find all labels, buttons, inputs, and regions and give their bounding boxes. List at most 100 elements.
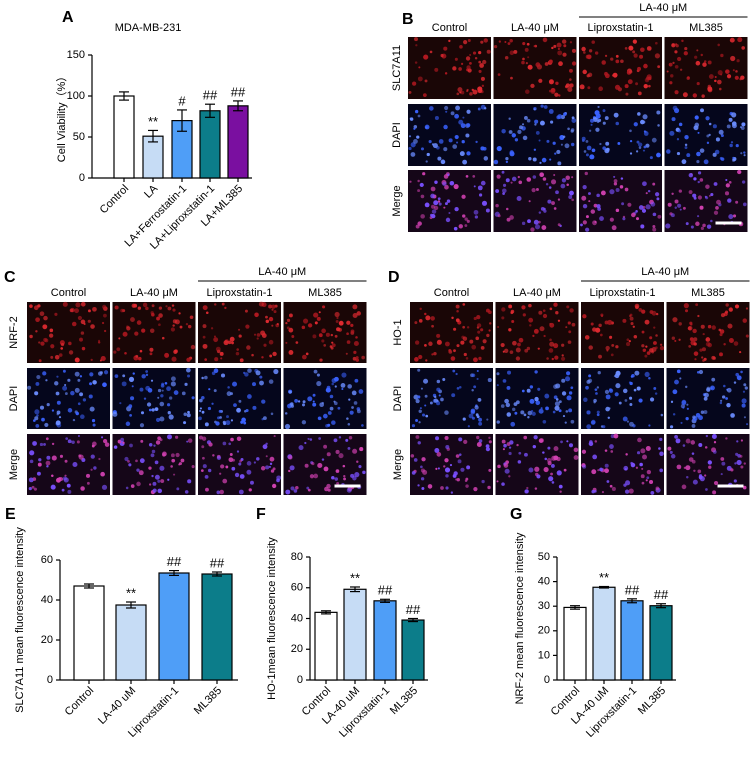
cell <box>629 140 633 143</box>
cell <box>136 481 141 487</box>
cell <box>54 381 59 386</box>
cell <box>708 324 712 328</box>
cell <box>707 86 713 92</box>
cell <box>621 202 625 206</box>
cell <box>325 332 330 337</box>
cell <box>91 419 96 423</box>
cell <box>482 339 487 344</box>
cell <box>594 51 599 55</box>
cell <box>501 170 505 174</box>
cell <box>424 202 430 208</box>
cell <box>151 449 156 454</box>
cell <box>684 309 689 313</box>
cell <box>304 441 307 445</box>
micrograph <box>410 302 493 363</box>
cell <box>351 406 354 409</box>
cell <box>700 324 705 329</box>
cell <box>318 437 322 440</box>
cell <box>502 448 505 451</box>
cell <box>539 326 545 332</box>
cell <box>207 406 212 411</box>
cell <box>269 462 273 466</box>
cell <box>557 161 562 166</box>
cell <box>92 423 96 427</box>
cell <box>230 392 233 396</box>
cell <box>692 415 696 419</box>
cell <box>443 124 448 130</box>
cell <box>741 46 746 50</box>
y-axis-label: Cell Viability（%） <box>55 71 68 163</box>
cell <box>613 112 619 118</box>
cell <box>703 159 709 165</box>
cell <box>31 485 35 489</box>
cell <box>588 49 593 53</box>
cell <box>436 387 441 392</box>
cell <box>502 379 507 383</box>
cell <box>705 488 708 491</box>
cell <box>728 181 732 184</box>
cell <box>517 129 522 134</box>
cell <box>651 310 657 316</box>
cell <box>457 87 463 93</box>
cell <box>693 337 698 342</box>
cell <box>735 70 738 73</box>
cell <box>712 124 717 129</box>
cell <box>647 189 651 193</box>
cell <box>522 42 526 46</box>
panel-label: C <box>4 269 16 286</box>
cell <box>359 447 364 452</box>
column-header: Liproxstatin-1 <box>589 287 655 299</box>
cell <box>560 440 563 444</box>
cell <box>644 319 650 325</box>
cell <box>702 332 705 336</box>
cell <box>609 217 614 222</box>
cell <box>697 195 702 200</box>
cell <box>473 185 476 188</box>
cell <box>607 319 613 325</box>
cell <box>313 473 319 479</box>
cell <box>612 72 618 78</box>
cell <box>354 472 360 478</box>
cell <box>167 434 173 440</box>
cell <box>285 489 291 495</box>
cell <box>423 378 429 384</box>
cell <box>570 419 575 424</box>
cell <box>236 450 240 453</box>
cell <box>728 117 733 122</box>
cell <box>569 78 572 81</box>
cell <box>71 321 77 327</box>
cell <box>609 484 613 488</box>
cell <box>604 449 608 452</box>
cell <box>656 153 660 157</box>
cell <box>686 475 689 479</box>
micrograph <box>579 37 662 99</box>
cell <box>236 407 241 413</box>
cell <box>510 181 513 184</box>
cell <box>135 354 139 358</box>
cell <box>739 350 742 354</box>
cell <box>159 465 165 471</box>
cell <box>450 491 453 494</box>
cell <box>64 383 67 387</box>
bar <box>649 605 673 681</box>
cell <box>531 411 536 416</box>
cell <box>430 193 435 199</box>
cell <box>434 67 439 72</box>
cell <box>626 342 631 347</box>
cell <box>330 333 334 337</box>
cell <box>570 386 574 390</box>
cell <box>476 323 482 328</box>
cell <box>694 358 697 361</box>
cell <box>590 209 596 214</box>
cell <box>61 488 65 492</box>
cell <box>103 329 107 333</box>
cell <box>433 200 439 206</box>
cell <box>157 479 161 483</box>
cell <box>411 470 416 475</box>
cell <box>497 73 501 76</box>
cell <box>186 367 191 373</box>
cell <box>736 459 742 466</box>
cell <box>553 44 557 48</box>
cell <box>564 143 570 149</box>
cell <box>553 174 556 177</box>
